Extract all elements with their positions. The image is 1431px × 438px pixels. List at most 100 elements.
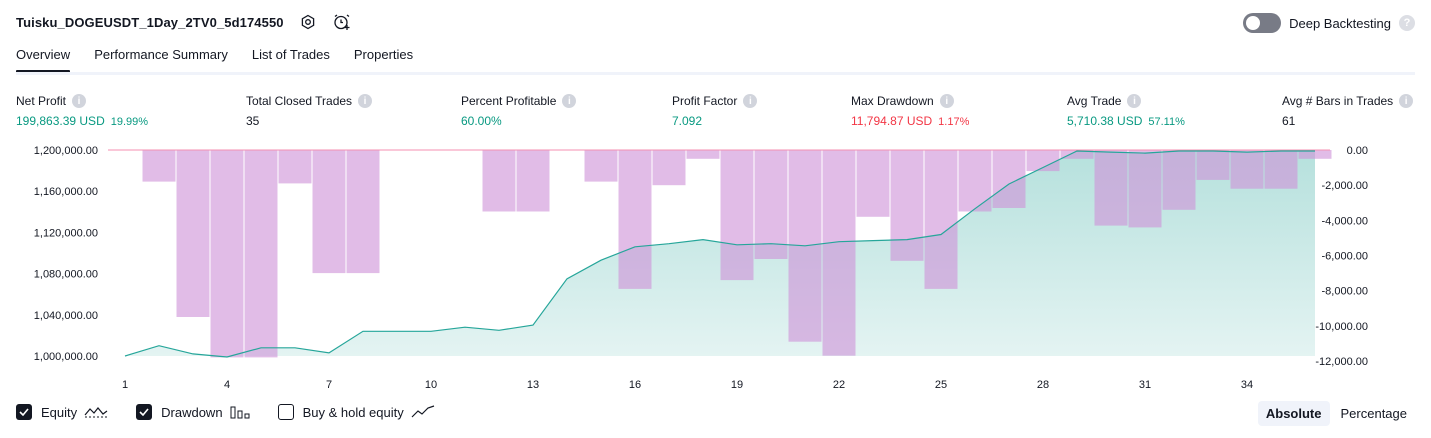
tab-properties[interactable]: Properties [353, 47, 414, 62]
strategy-title: Tuisku_DOGEUSDT_1Day_2TV0_5d174550 [16, 14, 284, 30]
drawdown-bar [1128, 150, 1162, 228]
right-axis-tick: -6,000.00 [1322, 251, 1368, 263]
drawdown-bar [686, 150, 720, 159]
right-axis-tick: -10,000.00 [1315, 321, 1368, 333]
deep-backtesting-control: Deep Backtesting ? [1243, 13, 1415, 33]
drawdown-bars-icon [230, 405, 250, 419]
left-axis-tick: 1,080,000.00 [34, 269, 98, 281]
drawdown-bar [1162, 150, 1196, 210]
metric-avg-trade: Avg Trade i 5,710.38 USD 57.11% [1067, 94, 1185, 128]
metric-total-closed-trades: Total Closed Trades i 35 [246, 94, 373, 128]
metric-value: 61 [1282, 114, 1296, 128]
left-axis-tick: 1,040,000.00 [34, 310, 98, 322]
drawdown-bar [1026, 150, 1060, 172]
drawdown-bar [856, 150, 890, 217]
drawdown-bar [720, 150, 754, 281]
buy-hold-line-icon [411, 405, 435, 419]
drawdown-bar [176, 150, 210, 317]
left-axis-tick: 1,000,000.00 [34, 351, 98, 363]
equity-line [124, 150, 1315, 358]
metric-label: Avg Trade [1067, 94, 1122, 108]
metric-value: 35 [246, 114, 260, 128]
drawdown-bar [822, 150, 856, 356]
x-axis-tick: 19 [731, 379, 743, 391]
legend-label: Buy & hold equity [302, 404, 404, 420]
chart-legend: Equity Drawdown Buy & hold equity [16, 404, 463, 420]
metric-value: 5,710.38 USD [1067, 114, 1143, 128]
metric-label: Max Drawdown [851, 94, 934, 108]
x-axis-tick: 25 [935, 379, 947, 391]
metric-label: Total Closed Trades [246, 94, 353, 108]
mode-percentage-button[interactable]: Percentage [1340, 406, 1408, 421]
drawdown-bar [1264, 150, 1298, 189]
x-axis-tick: 4 [224, 379, 230, 391]
drawdown-bar [346, 150, 380, 274]
drawdown-checkbox[interactable] [136, 404, 153, 420]
x-axis-tick: 1 [122, 379, 128, 391]
drawdown-bar [210, 150, 244, 358]
right-axis-tick: -4,000.00 [1322, 215, 1368, 227]
info-icon[interactable]: i [1399, 94, 1414, 108]
tab-divider [16, 72, 1415, 75]
info-icon[interactable]: i [1127, 94, 1142, 108]
x-axis-tick: 13 [527, 379, 539, 391]
right-axis-tick: -2,000.00 [1322, 180, 1368, 192]
info-icon[interactable]: i [72, 94, 87, 108]
legend-label: Drawdown [161, 404, 223, 420]
metric-label: Profit Factor [672, 94, 738, 108]
tab-performance-summary[interactable]: Performance Summary [94, 47, 228, 62]
tab-list-of-trades[interactable]: List of Trades [251, 47, 330, 62]
drawdown-bar [516, 150, 550, 212]
mode-absolute-button[interactable]: Absolute [1257, 401, 1330, 426]
info-icon[interactable]: i [358, 94, 373, 108]
right-axis-tick: 0.00 [1347, 145, 1368, 157]
deep-backtesting-label: Deep Backtesting [1289, 15, 1391, 31]
legend-label: Equity [41, 404, 78, 420]
right-axis-tick: -8,000.00 [1322, 286, 1368, 298]
buy-hold-checkbox[interactable] [277, 404, 294, 420]
deep-backtesting-toggle[interactable] [1243, 13, 1282, 33]
legend-drawdown[interactable]: Drawdown [136, 404, 250, 420]
metric-profit-factor: Profit Factor i 7.092 [672, 94, 758, 128]
metric-percent: 19.99% [110, 116, 149, 128]
legend-equity[interactable]: Equity [16, 404, 108, 420]
strategy-header: Tuisku_DOGEUSDT_1Day_2TV0_5d174550 [16, 12, 352, 32]
help-icon[interactable]: ? [1399, 15, 1415, 31]
metric-net-profit: Net Profit i 199,863.39 USD 19.99% [16, 94, 148, 128]
metric-avg-bars: Avg # Bars in Trades i 61 [1282, 94, 1414, 128]
metric-percent-profitable: Percent Profitable i 60.00% [461, 94, 577, 128]
equity-checkbox[interactable] [16, 404, 32, 420]
x-axis-tick: 10 [425, 379, 437, 391]
info-icon[interactable]: i [562, 94, 577, 108]
x-axis-tick: 31 [1139, 379, 1151, 391]
metric-value: 7.092 [672, 114, 703, 128]
equity-line-icon [84, 405, 108, 419]
drawdown-bar [142, 150, 176, 182]
left-axis-tick: 1,120,000.00 [34, 227, 98, 239]
metric-label: Net Profit [16, 94, 67, 108]
drawdown-bar [1060, 150, 1094, 159]
add-alert-icon[interactable] [332, 12, 352, 32]
drawdown-bar [754, 150, 788, 259]
display-mode-switch: Absolute Percentage [1255, 401, 1415, 426]
x-axis-tick: 28 [1037, 379, 1049, 391]
right-axis-tick: -12,000.00 [1315, 356, 1368, 368]
drawdown-bar [312, 150, 346, 274]
info-icon[interactable]: i [939, 94, 954, 108]
metric-value: 199,863.39 USD [16, 114, 105, 128]
settings-icon[interactable] [298, 12, 318, 32]
info-icon[interactable]: i [743, 94, 758, 108]
left-axis-tick: 1,200,000.00 [34, 145, 98, 157]
toggle-knob [1246, 16, 1261, 30]
metric-percent: 1.17% [938, 116, 970, 128]
metric-percent: 57.11% [1148, 116, 1185, 128]
metric-max-drawdown: Max Drawdown i 11,794.87 USD 1.17% [851, 94, 969, 128]
metric-value: 60.00% [461, 114, 502, 128]
drawdown-bar [1094, 150, 1128, 226]
tab-overview[interactable]: Overview [16, 47, 71, 73]
legend-buy-hold[interactable]: Buy & hold equity [277, 404, 435, 420]
drawdown-bar [278, 150, 312, 184]
x-axis-tick: 22 [833, 379, 845, 391]
tab-bar: Overview Performance Summary List of Tra… [16, 47, 437, 73]
equity-drawdown-chart[interactable]: 1,200,000.00 1,160,000.00 1,120,000.00 1,08… [0, 140, 1431, 420]
